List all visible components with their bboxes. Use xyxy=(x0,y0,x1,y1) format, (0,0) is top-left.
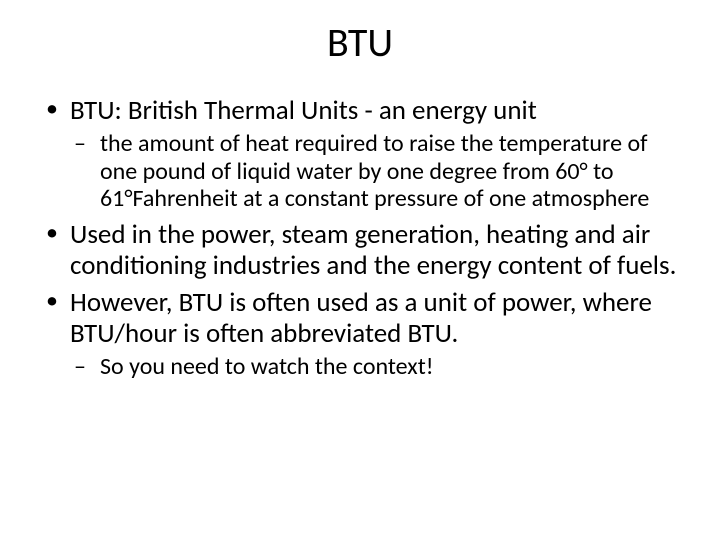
bullet-list-level1: BTU: British Thermal Units - an energy u… xyxy=(40,95,680,381)
slide-title: BTU xyxy=(40,18,680,67)
bullet-list-level2: So you need to watch the context! xyxy=(70,353,680,381)
sub-bullet-text: the amount of heat required to raise the… xyxy=(100,129,649,213)
bullet-item: Used in the power, steam generation, hea… xyxy=(40,219,680,281)
bullet-text: Used in the power, steam generation, hea… xyxy=(70,218,676,282)
bullet-item: BTU: British Thermal Units - an energy u… xyxy=(40,95,680,213)
bullet-item: However, BTU is often used as a unit of … xyxy=(40,287,680,381)
bullet-text: BTU: British Thermal Units - an energy u… xyxy=(70,94,537,127)
bullet-list-level2: the amount of heat required to raise the… xyxy=(70,130,680,213)
sub-bullet-item: the amount of heat required to raise the… xyxy=(70,130,680,213)
bullet-text: However, BTU is often used as a unit of … xyxy=(70,286,652,350)
sub-bullet-text: So you need to watch the context! xyxy=(100,352,434,381)
sub-bullet-item: So you need to watch the context! xyxy=(70,353,680,381)
